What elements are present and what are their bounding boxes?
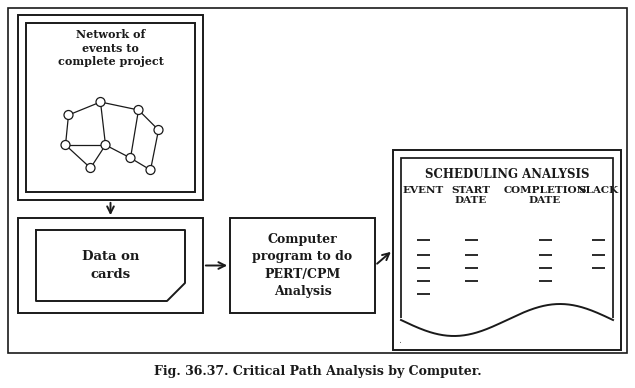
Bar: [393, 150, 621, 350]
Text: EVENT: EVENT: [403, 186, 444, 195]
Text: Network of
events to
complete project: Network of events to complete project: [58, 29, 163, 68]
Text: SCHEDULING ANALYSIS: SCHEDULING ANALYSIS: [425, 168, 589, 181]
Polygon shape: [36, 230, 185, 301]
Circle shape: [154, 125, 163, 135]
Circle shape: [134, 106, 143, 114]
Bar: [18, 15, 203, 200]
Bar: [8, 8, 627, 353]
Circle shape: [96, 97, 105, 106]
Circle shape: [61, 140, 70, 149]
Bar: [18, 218, 203, 313]
Circle shape: [101, 140, 110, 149]
Text: Computer
program to do
PERT/CPM
Analysis: Computer program to do PERT/CPM Analysis: [253, 233, 352, 298]
Text: COMPLETION
DATE: COMPLETION DATE: [504, 186, 587, 205]
Circle shape: [86, 163, 95, 173]
Circle shape: [146, 166, 155, 175]
Bar: [230, 218, 375, 313]
Bar: [401, 158, 613, 342]
Text: START
DATE: START DATE: [451, 186, 490, 205]
Text: SLACK: SLACK: [578, 186, 618, 195]
Bar: [26, 23, 195, 192]
Text: Fig. 36.37. Critical Path Analysis by Computer.: Fig. 36.37. Critical Path Analysis by Co…: [154, 365, 481, 379]
Circle shape: [64, 111, 73, 120]
Text: Data on
cards: Data on cards: [82, 251, 139, 281]
Circle shape: [126, 154, 135, 163]
